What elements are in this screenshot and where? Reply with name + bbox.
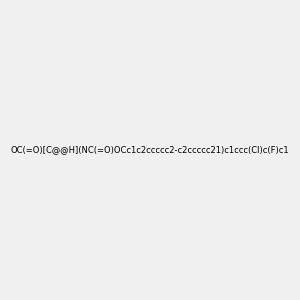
Text: OC(=O)[C@@H](NC(=O)OCc1c2ccccc2-c2ccccc21)c1ccc(Cl)c(F)c1: OC(=O)[C@@H](NC(=O)OCc1c2ccccc2-c2ccccc2… [11, 146, 289, 154]
